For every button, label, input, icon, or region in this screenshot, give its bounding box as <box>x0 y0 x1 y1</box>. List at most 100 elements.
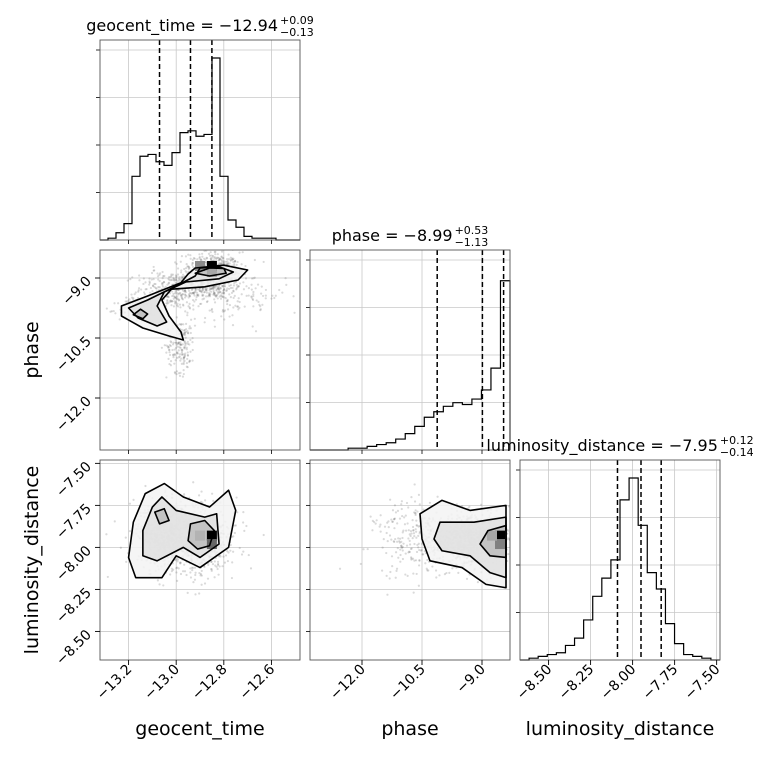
scatter-point <box>396 547 399 550</box>
scatter-point <box>260 292 263 295</box>
scatter-point <box>167 346 170 349</box>
scatter-point <box>190 292 193 295</box>
scatter-point <box>218 257 221 260</box>
scatter-point <box>223 296 226 299</box>
scatter-point <box>172 568 175 571</box>
scatter-point <box>209 244 211 246</box>
scatter-point <box>238 282 242 285</box>
scatter-point <box>181 293 184 296</box>
scatter-point <box>168 275 171 279</box>
scatter-point <box>156 272 159 275</box>
scatter-point <box>182 362 185 366</box>
scatter-point <box>191 288 194 291</box>
contour-line-inner <box>132 308 149 320</box>
scatter-point <box>198 253 201 256</box>
scatter-point <box>173 353 176 357</box>
scatter-point <box>507 552 510 556</box>
title-sub: −1.13 <box>455 236 489 249</box>
scatter-point <box>167 295 170 299</box>
scatter-point <box>186 353 189 357</box>
scatter-point <box>179 294 183 297</box>
scatter-point <box>221 308 225 312</box>
scatter-point <box>212 292 215 295</box>
scatter-point <box>215 565 218 568</box>
scatter-point <box>230 247 232 249</box>
scatter-point <box>175 262 178 265</box>
scatter-point <box>161 282 164 285</box>
scatter-point <box>174 261 177 264</box>
scatter-point <box>167 357 170 360</box>
scatter-point <box>173 292 177 295</box>
scatter-point <box>148 280 151 283</box>
contour-line-outer <box>120 264 249 341</box>
scatter-point <box>222 555 225 558</box>
scatter-point <box>231 286 234 290</box>
histogram-panel-geocent_time: geocent_time = −12.94 +0.09−0.13 <box>86 14 314 241</box>
scatter-point <box>178 353 182 356</box>
scatter-point <box>188 294 191 298</box>
scatter-point <box>166 302 169 305</box>
scatter-point <box>242 521 245 524</box>
scatter-point <box>237 297 240 300</box>
scatter-point <box>517 544 519 546</box>
scatter-point <box>264 297 267 300</box>
scatter-point <box>223 284 226 288</box>
scatter-point <box>233 264 236 267</box>
scatter-point <box>233 531 236 535</box>
scatter-point <box>411 537 414 540</box>
scatter-point <box>338 567 342 570</box>
scatter-panel-phase_vs_geocent_time <box>99 244 301 451</box>
scatter-point <box>140 288 143 291</box>
y-tick-label: −9.0 <box>59 274 94 309</box>
scatter-point <box>414 511 417 515</box>
scatter-point <box>403 523 407 526</box>
scatter-point <box>221 295 224 298</box>
scatter-point <box>229 283 233 287</box>
scatter-point <box>208 287 212 291</box>
scatter-point <box>515 527 517 529</box>
scatter-point <box>182 356 186 359</box>
scatter-point <box>161 283 164 286</box>
scatter-point <box>254 287 257 290</box>
title-sub: −0.14 <box>720 446 754 459</box>
histogram-panel-phase: phase = −8.99 +0.53−1.13 <box>306 224 511 451</box>
scatter-point <box>131 276 134 279</box>
scatter-point <box>175 343 178 346</box>
scatter-point <box>170 341 173 344</box>
scatter-point <box>208 293 211 297</box>
scatter-point <box>178 279 181 282</box>
scatter-point <box>409 547 413 551</box>
scatter-point <box>187 305 190 308</box>
scatter-point <box>427 569 430 572</box>
scatter-point <box>191 569 194 572</box>
contour-line-middle <box>127 266 235 327</box>
scatter-point <box>191 258 194 262</box>
scatter-point <box>232 257 235 260</box>
x-tick-label: −12.8 <box>189 662 231 704</box>
scatter-point <box>399 537 402 540</box>
scatter-point <box>204 287 207 290</box>
scatter-point <box>198 257 201 260</box>
scatter-point <box>160 346 163 349</box>
scatter-point <box>395 569 398 572</box>
scatter-point <box>184 289 187 292</box>
scatter-point <box>415 524 418 527</box>
scatter-point <box>179 323 183 326</box>
scatter-point <box>174 276 178 279</box>
scatter-point <box>188 360 191 364</box>
scatter-point <box>514 549 516 551</box>
scatter-point <box>173 279 176 282</box>
scatter-point <box>184 336 187 339</box>
contour-line-inner <box>153 507 170 525</box>
scatter-point <box>176 579 179 582</box>
scatter-point <box>138 279 141 282</box>
scatter-point <box>183 293 187 296</box>
scatter-point <box>281 291 284 294</box>
scatter-point <box>242 281 245 284</box>
scatter-point <box>171 300 174 303</box>
scatter-point <box>152 269 155 272</box>
scatter-point <box>208 293 211 296</box>
scatter-point <box>106 575 109 579</box>
scatter-point <box>190 318 193 321</box>
scatter-point <box>217 563 220 567</box>
